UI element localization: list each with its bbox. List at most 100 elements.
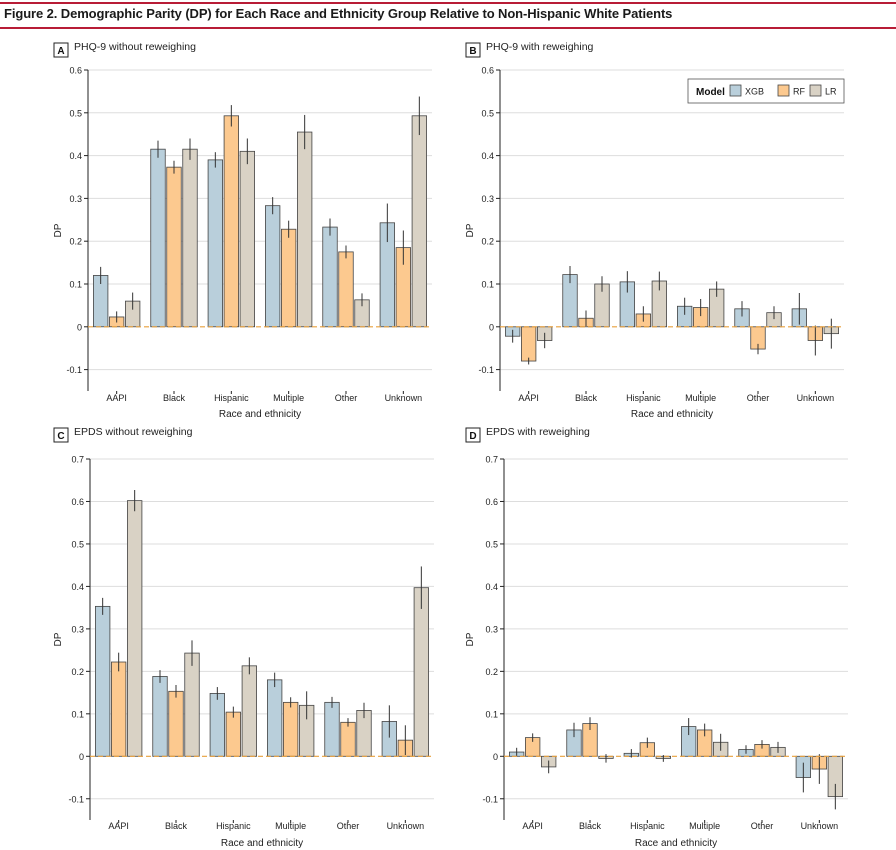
bar-xgb: [322, 226, 338, 328]
bar-rf: [281, 228, 297, 328]
y-tick-label: 0.3: [481, 194, 494, 204]
y-tick-label: 0.5: [69, 108, 82, 118]
legend-label-rf: RF: [793, 87, 805, 97]
y-tick-label: 0.1: [485, 709, 498, 719]
legend-label-xgb: XGB: [745, 87, 764, 97]
bar-lr: [127, 500, 143, 757]
y-axis-label: DP: [465, 223, 476, 237]
x-tick-label: Other: [337, 821, 360, 831]
bar-xgb: [152, 676, 168, 757]
x-tick-label: Unknown: [797, 393, 835, 403]
y-tick-label: 0.5: [485, 539, 498, 549]
x-tick-label: Multiple: [685, 393, 716, 403]
panel-letter: D: [469, 431, 476, 442]
y-tick-label: 0.6: [69, 66, 82, 76]
x-tick-label: Black: [579, 821, 602, 831]
y-axis-label: DP: [465, 632, 476, 646]
x-tick-label: Unknown: [385, 393, 423, 403]
x-tick-label: AAPI: [518, 393, 539, 403]
legend: Model XGB RF LR: [687, 78, 845, 104]
x-tick-label: Black: [165, 821, 188, 831]
y-tick-label: 0.6: [485, 497, 498, 507]
title-rule-bottom: [0, 27, 896, 29]
bar-rf: [283, 701, 299, 757]
x-tick-label: AAPI: [108, 821, 129, 831]
x-tick-label: Other: [747, 393, 770, 403]
panel-title: PHQ-9 with reweighing: [486, 41, 594, 53]
bar-rf: [225, 711, 241, 757]
x-axis-label: Race and ethnicity: [631, 409, 713, 420]
y-tick-label: 0.5: [481, 108, 494, 118]
bar-rf: [521, 326, 537, 362]
y-tick-label: 0.4: [69, 151, 82, 161]
y-tick-label: 0.2: [69, 237, 82, 247]
panel-title: PHQ-9 without reweighing: [74, 41, 196, 53]
y-tick-label: 0.4: [71, 582, 84, 592]
title-rule-top: [0, 2, 896, 4]
bar-rf: [168, 690, 184, 757]
bar-rf: [338, 251, 354, 328]
y-tick-label: 0.4: [481, 151, 494, 161]
legend-swatch-lr: [809, 84, 822, 97]
x-tick-label: Other: [751, 821, 774, 831]
legend-label-lr: LR: [825, 87, 837, 97]
x-axis-label: Race and ethnicity: [219, 409, 301, 420]
panel-d: D EPDS with reweighing 0.7 0.6 0.5 0.4 0.3 0.2 0…: [465, 426, 848, 849]
y-tick-label: 0.2: [481, 237, 494, 247]
y-tick-label: 0.7: [485, 455, 498, 465]
x-tick-label: Hispanic: [626, 393, 661, 403]
x-tick-label: Black: [575, 393, 598, 403]
y-tick-label: 0: [493, 752, 498, 762]
panel-letter: C: [57, 431, 64, 442]
legend-swatch-xgb: [729, 84, 742, 97]
bar-rf: [223, 115, 239, 328]
panel-letter-box: [465, 42, 481, 58]
bar-rf: [166, 166, 182, 328]
panel-title: EPDS with reweighing: [486, 426, 590, 438]
y-tick-label: 0.2: [485, 667, 498, 677]
y-tick-label: 0: [77, 322, 82, 332]
panel-a: A PHQ-9 without reweighing 0.6 0.5 0.4 0.3 0.2…: [53, 41, 432, 420]
y-tick-label: 0.5: [71, 539, 84, 549]
y-axis-label: DP: [53, 632, 64, 646]
bar-lr: [297, 131, 313, 328]
y-tick-label: 0: [79, 752, 84, 762]
panel-letter-box: [53, 427, 69, 443]
legend-swatch-rf: [777, 84, 790, 97]
panel-letter: A: [57, 46, 64, 57]
y-tick-label: 0.7: [71, 455, 84, 465]
y-tick-label: 0.6: [481, 66, 494, 76]
x-axis-label: Race and ethnicity: [221, 838, 303, 849]
bar-lr: [241, 665, 257, 757]
bar-lr: [411, 115, 427, 328]
y-tick-label: 0: [489, 322, 494, 332]
y-tick-label: 0.3: [485, 624, 498, 634]
bar-xgb: [267, 679, 283, 757]
bar-xgb: [265, 205, 281, 328]
y-tick-label: 0.2: [71, 667, 84, 677]
x-tick-label: Other: [335, 393, 358, 403]
x-tick-label: Hispanic: [214, 393, 249, 403]
y-tick-label: 0.1: [69, 280, 82, 290]
panel-title: EPDS without reweighing: [74, 426, 193, 438]
y-tick-label: 0.6: [71, 497, 84, 507]
bar-rf: [340, 721, 356, 757]
y-tick-label: 0.4: [485, 582, 498, 592]
x-tick-label: AAPI: [106, 393, 127, 403]
x-tick-label: Hispanic: [630, 821, 665, 831]
y-tick-label: 0.3: [69, 194, 82, 204]
panel-letter-box: [53, 42, 69, 58]
legend-title: Model: [696, 87, 725, 98]
y-tick-label: 0.1: [481, 280, 494, 290]
y-tick-label: 0.1: [71, 709, 84, 719]
y-axis-label: DP: [53, 223, 64, 237]
x-tick-label: Black: [163, 393, 186, 403]
x-tick-label: Unknown: [801, 821, 839, 831]
x-tick-label: AAPI: [522, 821, 543, 831]
bar-xgb: [95, 605, 111, 757]
x-tick-label: Multiple: [275, 821, 306, 831]
figure-title: Figure 2. Demographic Parity (DP) for Ea…: [4, 6, 673, 21]
panel-letter-box: [465, 427, 481, 443]
bar-lr: [184, 652, 200, 757]
